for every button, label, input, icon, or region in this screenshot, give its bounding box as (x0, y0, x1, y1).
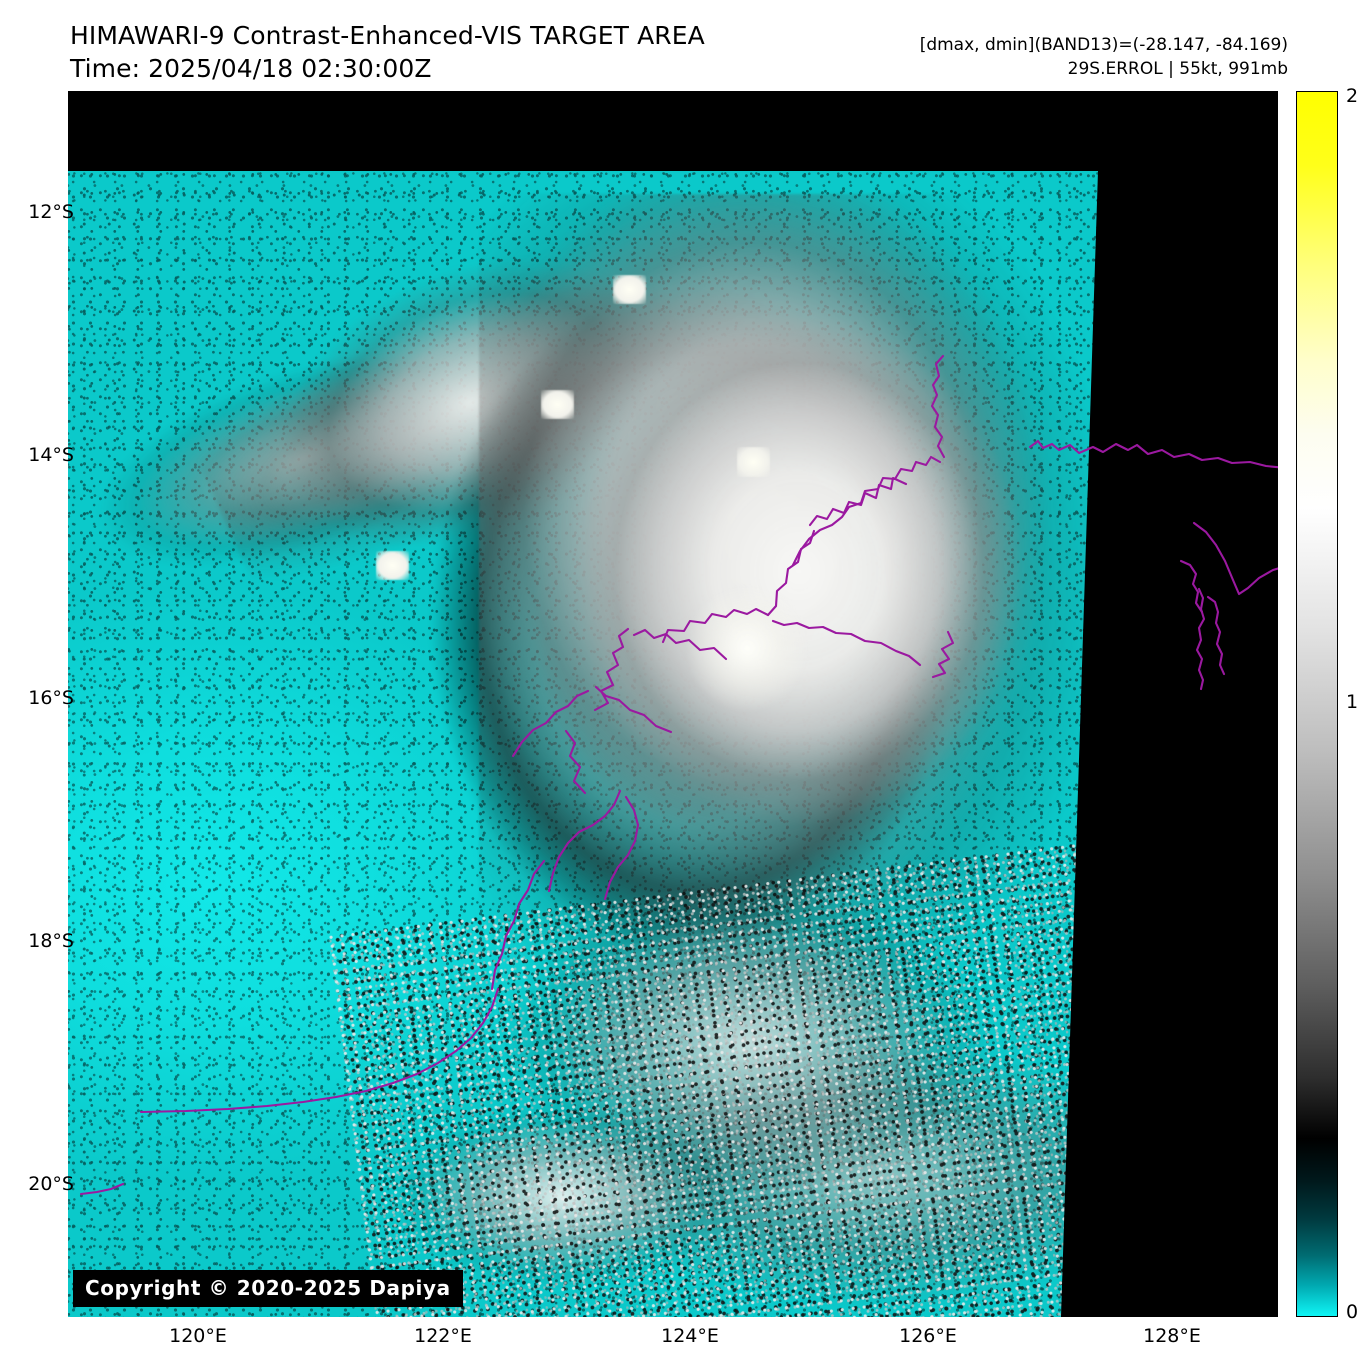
y-axis-label-14s: 14°S (28, 444, 74, 466)
plot-inner: Copyright © 2020-2025 Dapiya (68, 91, 1278, 1317)
x-axis-label-128e: 128°E (1143, 1325, 1201, 1347)
storm-info-annotation: 29S.ERROL | 55kt, 991mb (1067, 59, 1288, 79)
header-right-block: [dmax, dmin](BAND13)=(-28.147, -84.169) … (920, 33, 1288, 81)
convective-core (685, 585, 810, 712)
satellite-image-plot: Copyright © 2020-2025 Dapiya (68, 91, 1278, 1317)
overshooting-top (375, 550, 409, 581)
timestamp-line: Time: 2025/04/18 02:30:00Z (70, 54, 432, 83)
copyright-banner: Copyright © 2020-2025 Dapiya (73, 1270, 463, 1307)
colorbar-tick-0: 0 (1346, 1301, 1359, 1323)
data-range-annotation: [dmax, dmin](BAND13)=(-28.147, -84.169) (919, 35, 1288, 55)
colorbar (1296, 91, 1338, 1317)
overshooting-top (736, 447, 770, 477)
x-axis-label-122e: 122°E (414, 1325, 472, 1347)
colorbar-tick-1: 1 (1346, 691, 1359, 713)
x-axis-label-120e: 120°E (169, 1325, 227, 1347)
y-axis-label-20s: 20°S (28, 1173, 74, 1195)
y-axis-label-18s: 18°S (28, 930, 74, 952)
x-axis-label-124e: 124°E (661, 1325, 719, 1347)
page-title: HIMAWARI-9 Contrast-Enhanced-VIS TARGET … (70, 21, 705, 50)
x-axis-label-126e: 126°E (899, 1325, 957, 1347)
colorbar-tick-2: 2 (1346, 85, 1359, 107)
y-axis-label-12s: 12°S (28, 201, 74, 223)
y-axis-label-16s: 16°S (28, 687, 74, 709)
satellite-swath (68, 171, 1098, 1317)
overshooting-top (540, 389, 574, 420)
header-left-block: HIMAWARI-9 Contrast-Enhanced-VIS TARGET … (70, 19, 870, 85)
overshooting-top (612, 274, 646, 305)
colorbar-gradient (1297, 92, 1337, 1316)
